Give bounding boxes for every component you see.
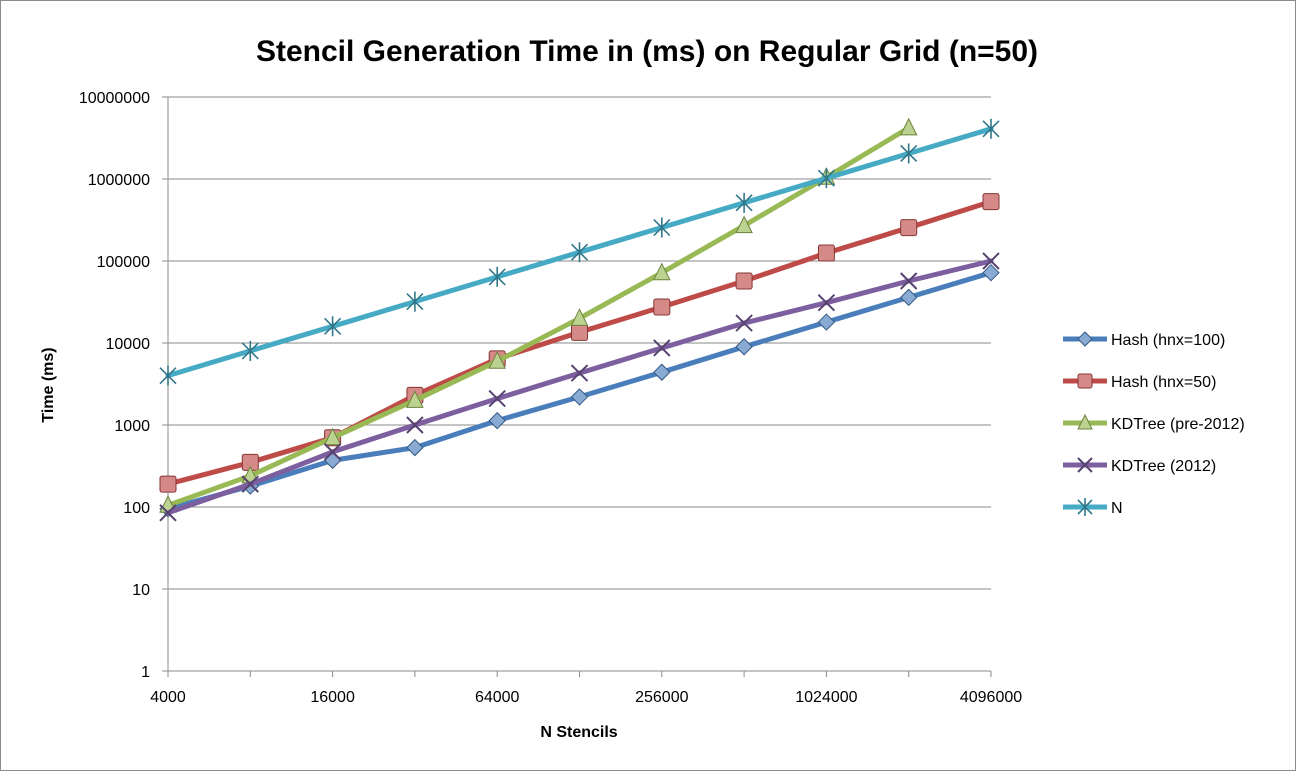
data-point (488, 351, 507, 369)
axes (162, 96, 992, 677)
legend-marker (1077, 498, 1093, 516)
data-point (735, 192, 753, 213)
data-point (982, 252, 1000, 270)
legend-item: N (1063, 498, 1123, 517)
x-tick-label: 1024000 (795, 689, 857, 706)
x-tick-label: 16000 (310, 689, 355, 706)
y-tick-label: 100000 (97, 254, 150, 271)
data-point (324, 316, 342, 337)
y-tick-labels: 1 10 100 1000 10000 100000 1000000 10000000 (79, 90, 150, 681)
data-point (241, 475, 260, 493)
data-point (159, 365, 177, 386)
data-point (488, 411, 506, 430)
data-point (570, 308, 589, 326)
data-point (241, 340, 259, 361)
data-point (817, 294, 836, 312)
data-point (323, 443, 342, 461)
data-point (899, 272, 918, 290)
y-tick-label: 100 (123, 500, 150, 517)
data-point (900, 143, 918, 164)
data-point (653, 339, 671, 357)
x-tick-label: 4000 (150, 689, 186, 706)
data-point (653, 217, 671, 238)
data-point (652, 262, 671, 281)
data-point (406, 291, 424, 312)
legend-item: Hash (hnx=100) (1063, 331, 1225, 349)
x-tick-label: 256000 (635, 689, 688, 706)
y-tick-label: 10000 (106, 336, 151, 353)
data-point (982, 193, 1000, 211)
legend-label: KDTree (pre-2012) (1111, 416, 1245, 433)
data-point (570, 388, 589, 406)
series-line (165, 125, 912, 508)
x-tick-label: 4096000 (960, 689, 1022, 706)
y-tick-label: 1000000 (88, 172, 150, 189)
data-point (900, 219, 918, 237)
legend-marker (1077, 373, 1093, 389)
data-point (488, 389, 506, 408)
x-tick-label: 64000 (475, 689, 520, 706)
data-point (982, 263, 1000, 282)
legend-item: Hash (hnx=50) (1063, 373, 1216, 391)
series-1 (159, 263, 1000, 518)
series-4 (159, 252, 1000, 522)
data-point (653, 363, 671, 381)
data-point (735, 272, 753, 290)
data-point (570, 242, 589, 263)
data-point (570, 364, 589, 382)
legend: Hash (hnx=100) Hash (hnx=50) KDTree (pre-2… (1063, 331, 1245, 517)
data-point (406, 438, 424, 457)
x-tick-labels: 4000 16000 64000 256000 1024000 4096000 (150, 689, 1022, 706)
data-point (323, 427, 342, 446)
data-point (406, 390, 424, 408)
y-tick-label: 1 (141, 664, 150, 681)
data-point (817, 313, 836, 331)
legend-label: Hash (hnx=100) (1111, 332, 1225, 349)
x-axis-label: N Stencils (540, 724, 617, 741)
series-group (159, 117, 1000, 522)
data-point (653, 298, 671, 316)
legend-label: Hash (hnx=50) (1111, 374, 1216, 391)
data-point (571, 323, 588, 341)
data-point (735, 338, 753, 356)
data-point (899, 117, 918, 136)
data-point (488, 266, 506, 287)
y-tick-label: 10 (132, 582, 150, 599)
data-point (406, 416, 424, 434)
data-point (159, 475, 177, 493)
data-point (817, 244, 835, 262)
data-point (735, 215, 753, 234)
legend-label: N (1111, 500, 1123, 517)
legend-item: KDTree (pre-2012) (1063, 413, 1245, 433)
chart-title: Stencil Generation Time in (ms) on Regul… (256, 35, 1038, 68)
data-point (899, 288, 918, 307)
series-5 (159, 118, 1000, 386)
y-axis-label: Time (ms) (40, 347, 57, 422)
legend-label: KDTree (2012) (1111, 458, 1216, 475)
data-point (159, 504, 177, 522)
data-point (735, 314, 753, 332)
y-tick-label: 10000000 (79, 90, 150, 107)
data-point (982, 118, 1000, 139)
legend-marker (1077, 331, 1093, 347)
data-point (817, 168, 835, 189)
legend-marker (1077, 457, 1093, 473)
y-gridlines (168, 96, 991, 590)
legend-marker (1077, 413, 1093, 430)
y-tick-label: 1000 (114, 418, 150, 435)
legend-item: KDTree (2012) (1063, 457, 1216, 475)
